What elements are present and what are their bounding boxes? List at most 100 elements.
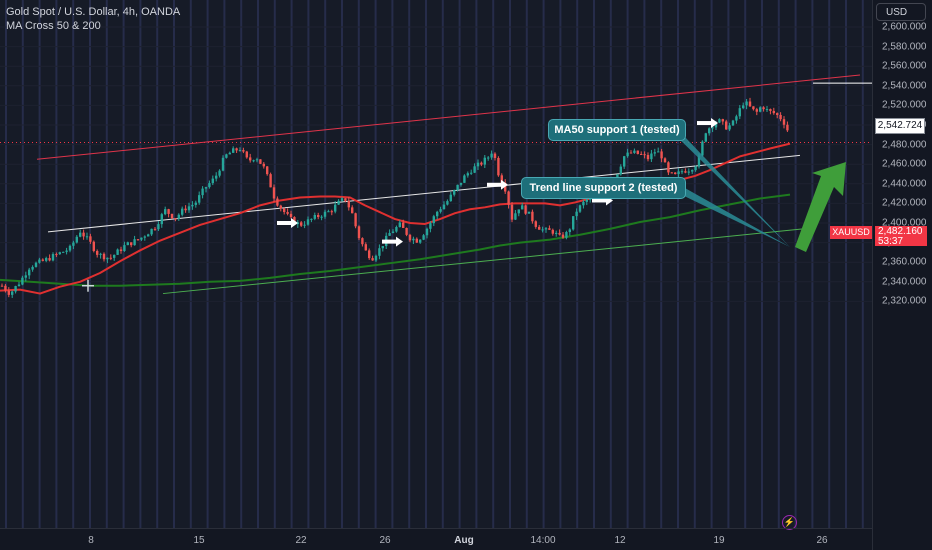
candle-body <box>140 237 143 240</box>
candle-body <box>691 170 694 172</box>
candle-body <box>347 200 350 208</box>
candle-body <box>283 208 286 213</box>
candle-body <box>323 211 327 217</box>
candle-body <box>558 232 561 235</box>
callout-trendline-support[interactable]: Trend line support 2 (tested) <box>521 177 686 199</box>
candle-body <box>313 214 316 219</box>
ma50-line <box>0 142 791 295</box>
candle-body <box>663 158 667 163</box>
candle-body <box>725 121 728 130</box>
candle-body <box>330 211 333 213</box>
candle-body <box>735 116 738 121</box>
arrow-marker-icon <box>697 121 711 126</box>
price-tick-label: 2,460.000 <box>882 158 927 170</box>
candle-body <box>344 198 347 201</box>
symbol-title[interactable]: Gold Spot / U.S. Dollar, 4h, OANDA <box>6 6 181 18</box>
candle-body <box>340 198 344 201</box>
candle-body <box>238 150 242 152</box>
candle-body <box>490 153 493 158</box>
candle-body <box>334 204 337 212</box>
price-tick-label: 2,540.000 <box>882 80 927 92</box>
arrow-marker-icon <box>711 118 718 129</box>
candle-body <box>524 205 527 214</box>
candle-body <box>204 187 208 189</box>
arrow-marker-icon <box>487 182 501 187</box>
candle-body <box>354 213 357 227</box>
tv-bolt-icon[interactable]: ⚡ <box>782 515 797 530</box>
candle-body <box>55 254 58 256</box>
candle-body <box>728 125 731 130</box>
candle-body <box>585 199 588 202</box>
time-tick-label: 15 <box>193 535 205 546</box>
candle-body <box>466 173 469 176</box>
candle-body <box>327 211 330 213</box>
candle-body <box>201 188 204 196</box>
candle-body <box>643 154 646 156</box>
candle-body <box>279 205 282 209</box>
candle-body <box>11 291 14 295</box>
candle-body <box>483 157 486 165</box>
candle-body <box>361 238 364 245</box>
candle-body <box>398 222 401 228</box>
price-chart[interactable] <box>0 0 872 528</box>
candle-body <box>79 232 82 237</box>
price-tick-label: 2,480.000 <box>882 139 927 151</box>
candle-body <box>395 227 398 232</box>
candle-body <box>646 154 650 160</box>
indicator-title[interactable]: MA Cross 50 & 200 <box>6 20 101 32</box>
candle-body <box>776 113 779 115</box>
bar-countdown: 53:37 <box>878 236 904 247</box>
candle-body <box>677 171 680 175</box>
candle-body <box>235 148 238 151</box>
candle-body <box>21 277 24 285</box>
candle-body <box>772 110 775 114</box>
candle-body <box>711 127 714 129</box>
candle-body <box>317 214 320 218</box>
candle-body <box>374 255 378 261</box>
candle-body <box>28 269 31 276</box>
target-price-tag: 2,542.724 <box>875 118 925 134</box>
candle-body <box>89 236 92 242</box>
candle-body <box>701 141 704 156</box>
candle-body <box>82 232 85 237</box>
arrow-marker-icon <box>501 179 508 190</box>
candle-body <box>119 249 123 251</box>
callout-ma50-support[interactable]: MA50 support 1 (tested) <box>548 119 686 141</box>
candle-body <box>126 242 129 246</box>
candle-body <box>782 119 786 125</box>
candle-body <box>130 242 133 246</box>
candle-body <box>555 232 558 234</box>
last-price-tag: 2,482.160 53:37 <box>875 226 927 247</box>
candle-body <box>408 234 412 241</box>
candle-body <box>160 214 163 225</box>
candle-body <box>136 239 140 241</box>
candle-body <box>215 175 218 179</box>
candle-body <box>402 222 405 228</box>
candle-body <box>170 213 174 219</box>
time-tick-label: 14:00 <box>530 535 556 546</box>
candle-body <box>731 120 735 126</box>
candle-body <box>300 222 303 226</box>
callout-ma50-pointer <box>672 132 790 247</box>
time-tick-label: 12 <box>614 535 626 546</box>
candle-body <box>198 195 201 203</box>
candle-body <box>769 109 772 111</box>
plot-area[interactable] <box>0 0 872 528</box>
time-axis[interactable]: 8 15 22 26 Aug 14:00 12 19 26 <box>0 528 872 550</box>
price-axis[interactable]: 2,600.000 2,580.000 2,560.000 2,540.000 2,52… <box>872 0 932 550</box>
candle-body <box>232 148 235 153</box>
candle-body <box>738 108 741 117</box>
candle-body <box>306 219 310 225</box>
price-tick-label: 2,580.000 <box>882 41 927 53</box>
lower-channel-line <box>162 228 804 295</box>
upper-channel-line <box>36 74 861 160</box>
candle-body <box>164 209 167 215</box>
candle-body <box>493 153 497 158</box>
price-tick-label: 2,560.000 <box>882 60 927 72</box>
candle-body <box>745 101 748 106</box>
currency-button[interactable]: USD <box>876 3 926 21</box>
candle-body <box>497 157 500 176</box>
candle-body <box>568 229 571 233</box>
candle-body <box>633 150 636 153</box>
candle-body <box>96 250 99 255</box>
